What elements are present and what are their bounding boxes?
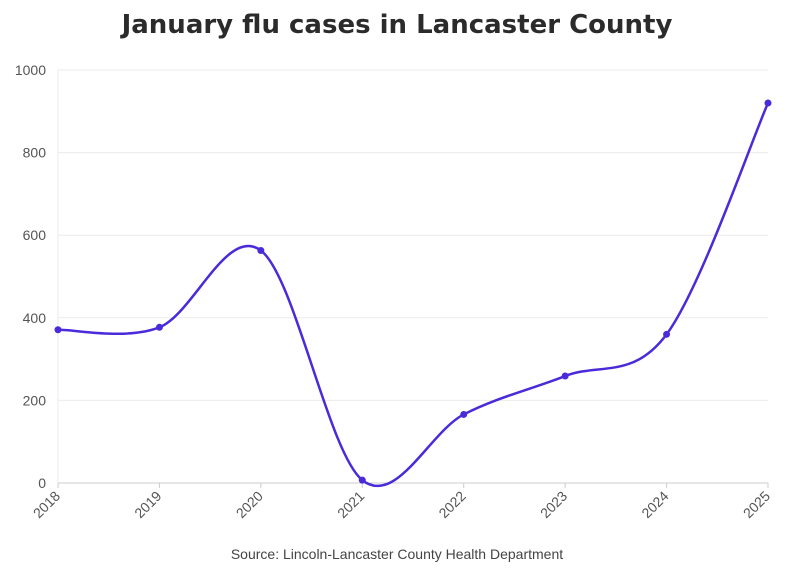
x-tick-label: 2018 (30, 488, 63, 521)
y-tick-label: 800 (23, 145, 47, 161)
y-tick-label: 200 (23, 392, 47, 408)
data-point[interactable] (257, 246, 265, 254)
x-tick-label: 2025 (740, 488, 773, 521)
data-point[interactable] (460, 410, 468, 418)
data-point[interactable] (155, 323, 163, 331)
y-tick-label: 400 (23, 310, 47, 326)
x-tick-label: 2021 (334, 488, 367, 521)
x-tick-label: 2020 (233, 488, 266, 521)
x-tick-label: 2022 (435, 488, 468, 521)
x-tick-label: 2024 (638, 488, 671, 521)
data-point[interactable] (663, 330, 671, 338)
axes (57, 70, 769, 488)
y-tick-label: 0 (38, 475, 46, 491)
source-note: Source: Lincoln-Lancaster County Health … (230, 546, 564, 562)
y-tick-labels: 0 200 400 600 800 1000 (15, 62, 46, 491)
chart-title: January flu cases in Lancaster County (121, 10, 673, 40)
y-tick-label: 600 (23, 227, 47, 243)
x-tick-label: 2023 (537, 488, 570, 521)
series (54, 99, 772, 488)
series-line (56, 101, 770, 488)
gridlines (58, 69, 768, 401)
data-point[interactable] (561, 372, 569, 380)
y-tick-label: 1000 (15, 62, 46, 78)
data-point[interactable] (358, 476, 366, 484)
data-point[interactable] (54, 326, 62, 334)
x-tick-labels: 2018 2019 2020 2021 2022 2023 2024 2025 (30, 488, 773, 521)
data-point[interactable] (764, 99, 772, 107)
x-tick-label: 2019 (131, 488, 164, 521)
